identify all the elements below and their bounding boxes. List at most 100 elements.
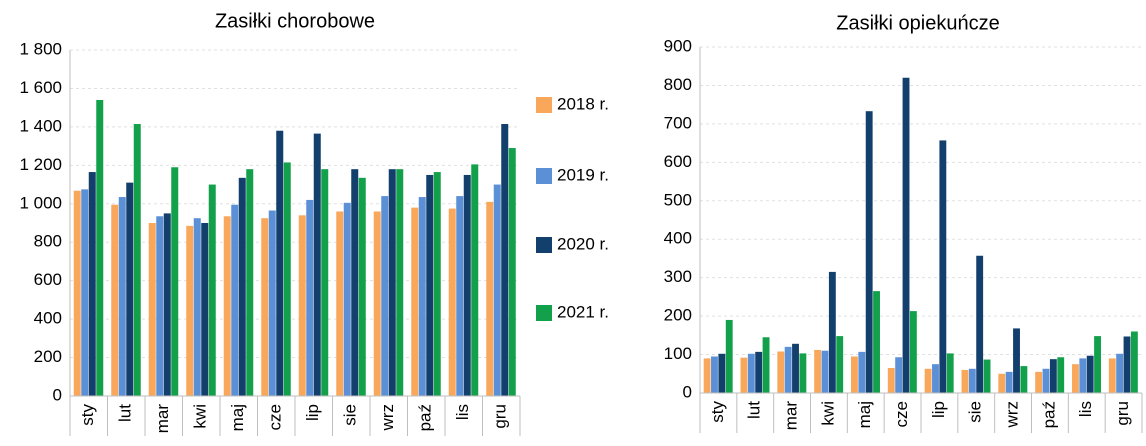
bar [261,218,269,396]
bar [111,204,119,396]
bar [321,169,329,396]
bar [939,140,947,393]
y-tick-label: 0 [53,385,62,404]
bar [725,319,733,393]
x-tick-label: sty [708,401,727,423]
y-tick-label: 800 [34,232,62,251]
bar [821,350,829,393]
chart-title: Zasiłki chorobowe [215,10,375,32]
x-tick-label: kwi [818,401,837,426]
bar [118,197,126,396]
bar [828,271,836,393]
bar [298,215,306,396]
x-tick-label: gru [491,404,510,429]
bar [313,133,321,396]
bar [171,167,179,396]
bar [336,211,344,396]
x-tick-label: lut [116,404,135,422]
legend-swatch [536,305,552,321]
legend-label: 2020 r. [557,234,609,253]
x-tick-label: lip [303,404,322,421]
bar [96,99,104,396]
y-tick-label: 1 600 [19,78,62,97]
bar [895,357,903,393]
bar [208,184,216,396]
x-tick-label: wrz [1003,401,1022,428]
bar [858,351,866,393]
bar [924,368,932,393]
bar [381,196,389,396]
chart-title: Zasiłki opiekuńcze [836,12,999,34]
bar [501,124,509,396]
bar [486,201,494,396]
bar [836,336,844,393]
bar [463,174,471,396]
x-tick-label: cze [266,404,285,430]
y-tick-label: 0 [683,382,692,401]
bar [998,373,1006,393]
bar [1094,336,1101,393]
bar [747,353,755,393]
bar [711,356,718,393]
bar [946,353,954,393]
x-tick-label: sie [966,401,985,423]
legend-label: 2019 r. [557,165,609,184]
x-tick-label: sie [341,404,360,426]
y-tick-label: 1 400 [19,116,62,135]
bar [1035,371,1043,393]
bar [411,207,419,396]
x-tick-label: wrz [378,404,397,431]
bar [740,357,748,393]
y-tick-label: 900 [664,36,692,55]
bar [887,368,895,393]
bar [351,169,359,396]
bar [814,349,822,393]
y-tick-label: 700 [664,113,692,132]
bar [1049,359,1057,393]
x-tick-label: gru [1113,401,1132,426]
bar [238,177,246,396]
bar [456,196,464,396]
y-tick-label: 300 [664,267,692,286]
x-tick-label: mar [782,401,801,431]
bar [358,177,366,396]
bar [306,199,314,396]
bar [909,311,917,393]
bar [865,111,873,394]
bar [193,218,201,396]
bar [186,225,194,396]
x-tick-label: cze [892,401,911,427]
legend-label: 2021 r. [557,302,609,321]
y-tick-label: 500 [664,190,692,209]
bar [88,172,96,396]
bar [718,353,726,393]
bar [1086,355,1094,393]
x-tick-label: paź [416,404,435,431]
y-tick-label: 200 [34,347,62,366]
bar [799,353,807,393]
y-tick-label: 800 [664,75,692,94]
bar [148,223,156,396]
bar [762,337,770,393]
y-tick-label: 600 [34,270,62,289]
bar [1130,331,1138,393]
x-tick-label: maj [855,401,874,428]
bar [471,164,479,396]
bar [932,364,939,393]
x-tick-label: mar [153,404,172,434]
bar [433,172,441,396]
y-tick-label: 400 [664,229,692,248]
bar [1005,371,1013,393]
y-tick-label: 1 800 [19,39,62,58]
bar [703,358,711,393]
legend-swatch [536,168,552,184]
bar [276,130,284,396]
bar [976,255,984,393]
bar [223,216,231,396]
y-tick-label: 400 [34,309,62,328]
bar [755,351,763,393]
bar [388,169,396,396]
bar [968,368,976,393]
bar [1123,336,1131,393]
bar [961,369,969,393]
